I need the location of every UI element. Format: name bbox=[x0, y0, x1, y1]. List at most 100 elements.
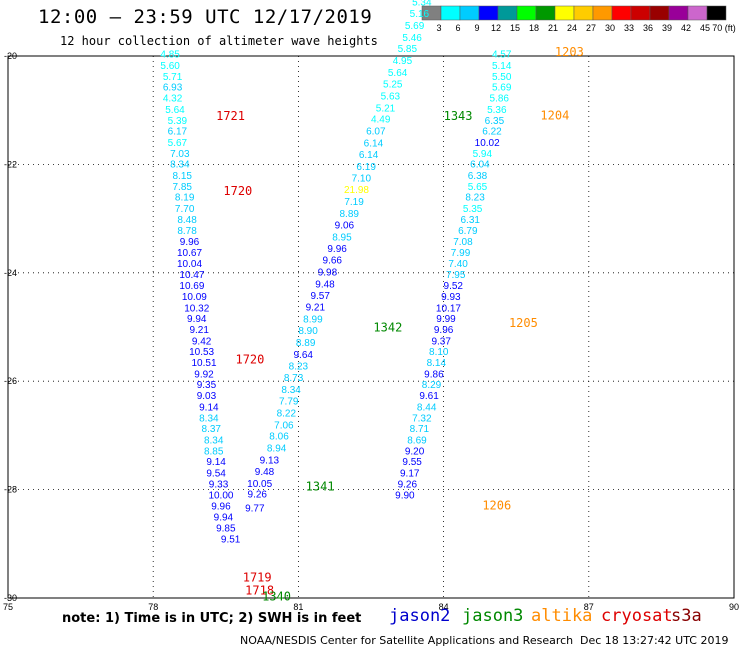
colorbar-tick-label: 33 bbox=[624, 23, 634, 33]
swh-value-label: 6.38 bbox=[468, 171, 488, 182]
x-tick-label: 87 bbox=[584, 602, 594, 612]
swh-value-label: 9.17 bbox=[400, 469, 420, 480]
page-title: 12:00 – 23:59 UTC 12/17/2019 bbox=[38, 6, 373, 28]
swh-value-label: 9.21 bbox=[189, 325, 209, 336]
wave-height-colorbar: 3 6 9 12 15 18 21 24 27 30 33 36 39 42 45 70 (ft) bbox=[421, 5, 736, 33]
swh-value-label: 6.35 bbox=[485, 116, 505, 127]
swh-value-label: 8.23 bbox=[289, 361, 309, 372]
x-tick-label: 90 bbox=[729, 602, 739, 612]
swh-value-label: 7.85 bbox=[173, 182, 193, 193]
pass-time-label: 1206 bbox=[482, 499, 511, 513]
colorbar-tick-label: 6 bbox=[455, 23, 460, 33]
swh-value-label: 8.29 bbox=[422, 380, 442, 391]
y-tick-label: -22 bbox=[4, 159, 17, 169]
pass-time-label: 1720 bbox=[235, 352, 264, 366]
swh-value-label: 9.55 bbox=[402, 457, 422, 468]
swh-value-label: 5.14 bbox=[492, 61, 512, 72]
y-tick-label: -26 bbox=[4, 376, 17, 386]
colorbar-tick-label: 36 bbox=[643, 23, 653, 33]
swh-value-label: 10.47 bbox=[179, 270, 204, 281]
swh-value-label: 9.61 bbox=[419, 391, 439, 402]
swh-value-label: 9.14 bbox=[199, 402, 219, 413]
swh-value-label: 10.04 bbox=[177, 259, 202, 270]
swh-value-label: 8.37 bbox=[202, 424, 222, 435]
swh-value-label: 8.34 bbox=[281, 385, 301, 396]
swh-value-label: 5.39 bbox=[168, 116, 188, 127]
legend-entry-altika: altika bbox=[531, 606, 593, 626]
swh-value-label: 8.90 bbox=[298, 326, 318, 337]
swh-value-label: 5.50 bbox=[492, 72, 512, 83]
pass-time-label: 1718 bbox=[245, 584, 274, 598]
swh-value-label: 4.95 bbox=[393, 56, 413, 67]
swh-value-label: 6.04 bbox=[470, 160, 490, 171]
swh-value-label: 9.33 bbox=[209, 479, 229, 490]
swh-value-label: 9.03 bbox=[197, 391, 217, 402]
swh-value-label: 8.71 bbox=[410, 424, 430, 435]
swh-value-label: 5.36 bbox=[487, 105, 507, 116]
swh-track: 4.575.145.505.695.865.366.356.2210.025.9… bbox=[395, 50, 512, 502]
swh-value-label: 8.89 bbox=[339, 209, 359, 220]
swh-value-label: 7.19 bbox=[344, 197, 364, 208]
x-tick-label: 81 bbox=[293, 602, 303, 612]
swh-value-label: 5.67 bbox=[168, 138, 188, 149]
swh-value-label: 9.14 bbox=[206, 457, 226, 468]
swh-value-label: 9.77 bbox=[245, 503, 265, 514]
swh-value-label: 9.90 bbox=[395, 490, 415, 501]
swh-value-label: 8.34 bbox=[199, 413, 219, 424]
colorbar-tick-label: 42 bbox=[681, 23, 691, 33]
swh-value-label: 8.06 bbox=[269, 432, 289, 443]
swh-value-label: 4.85 bbox=[160, 50, 180, 61]
legend-entry-s3a: s3a bbox=[671, 606, 702, 626]
swh-value-label: 7.40 bbox=[448, 259, 468, 270]
swh-value-label: 9.54 bbox=[206, 469, 226, 480]
swh-value-label: 9.98 bbox=[318, 268, 338, 279]
swh-value-label: 5.69 bbox=[405, 21, 425, 32]
swh-value-label: 9.96 bbox=[327, 244, 347, 255]
swh-value-label: 9.94 bbox=[187, 314, 207, 325]
swh-value-label: 5.69 bbox=[492, 83, 512, 94]
swh-value-label: 9.93 bbox=[441, 292, 461, 303]
swh-value-label: 10.51 bbox=[192, 358, 217, 369]
swh-value-label: 9.52 bbox=[444, 281, 464, 292]
swh-value-label: 8.34 bbox=[204, 436, 224, 447]
swh-value-label: 7.99 bbox=[451, 248, 471, 259]
swh-value-label: 9.13 bbox=[260, 456, 280, 467]
colorbar-swatch bbox=[706, 5, 727, 21]
swh-value-label: 5.46 bbox=[402, 33, 422, 44]
swh-value-label: 8.94 bbox=[267, 444, 287, 455]
swh-value-label: 7.32 bbox=[412, 413, 432, 424]
swh-value-label: 5.71 bbox=[163, 72, 183, 83]
swh-value-label: 8.19 bbox=[175, 193, 195, 204]
swh-value-label: 7.70 bbox=[175, 204, 195, 215]
footer-timestamp: Dec 18 13:27:42 UTC 2019 bbox=[580, 634, 729, 647]
legend-entry-cryosat: cryosat bbox=[601, 606, 673, 626]
swh-value-label: 8.14 bbox=[427, 358, 447, 369]
swh-value-label: 7.03 bbox=[170, 149, 190, 160]
swh-value-label: 6.22 bbox=[482, 127, 502, 138]
swh-value-label: 4.57 bbox=[492, 50, 512, 61]
colorbar-tick-label: 39 bbox=[662, 23, 672, 33]
pass-time-label: 1205 bbox=[509, 316, 538, 330]
swh-value-label: 6.19 bbox=[356, 162, 376, 173]
swh-value-label: 6.14 bbox=[359, 150, 379, 161]
swh-value-label: 8.69 bbox=[407, 436, 427, 447]
swh-value-label: 5.86 bbox=[490, 94, 510, 105]
pass-time-label: 1203 bbox=[555, 45, 584, 59]
swh-value-label: 9.48 bbox=[255, 467, 275, 478]
footer-credit: NOAA/NESDIS Center for Satellite Applica… bbox=[240, 634, 574, 647]
colorbar-tick-label: 45 bbox=[700, 23, 710, 33]
pass-time-label: 1204 bbox=[540, 108, 569, 122]
swh-value-label: 6.14 bbox=[364, 139, 384, 150]
swh-value-label: 9.06 bbox=[335, 220, 355, 231]
swh-value-label: 10.09 bbox=[182, 292, 207, 303]
swh-value-label: 21.98 bbox=[344, 185, 369, 196]
swh-value-label: 10.69 bbox=[179, 281, 204, 292]
swh-value-label: 9.20 bbox=[405, 446, 425, 457]
swh-value-label: 9.57 bbox=[310, 291, 330, 302]
swh-value-label: 8.10 bbox=[429, 347, 449, 358]
swh-value-label: 9.96 bbox=[434, 325, 454, 336]
x-tick-label: 75 bbox=[3, 602, 13, 612]
swh-value-label: 5.16 bbox=[410, 9, 430, 20]
swh-value-label: 8.73 bbox=[284, 373, 304, 384]
swh-value-label: 10.32 bbox=[184, 303, 209, 314]
